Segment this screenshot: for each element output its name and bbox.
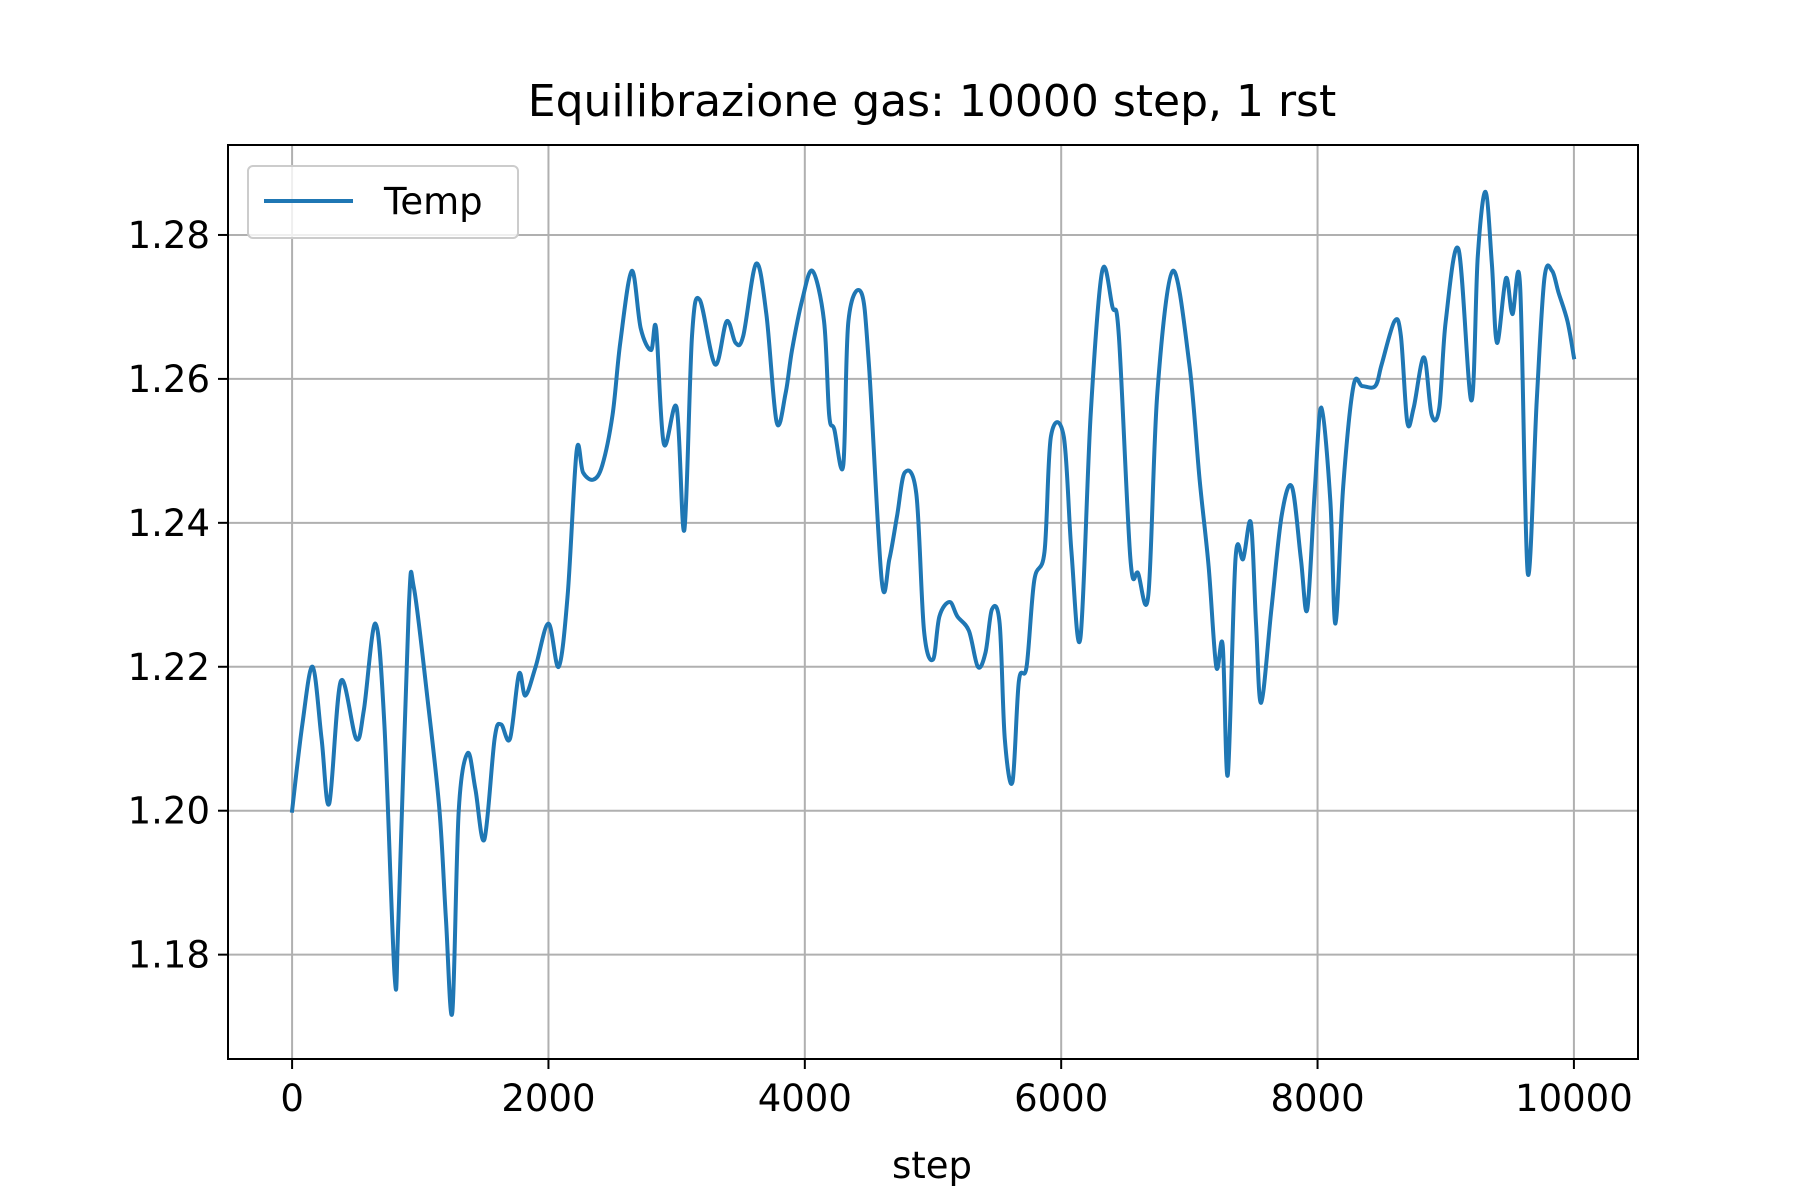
x-tick-label: 2000: [501, 1077, 595, 1120]
y-tick-label: 1.28: [128, 214, 210, 257]
series-line-temp: [289, 189, 1577, 1017]
y-tick-label: 1.24: [128, 502, 210, 545]
y-axis: 1.18 1.20 1.22 1.24 1.26 1.28: [128, 214, 228, 977]
x-tick-label: 6000: [1014, 1077, 1108, 1120]
series-layer: [289, 189, 1577, 1017]
legend-box: [247, 165, 519, 239]
x-axis-title: step: [892, 1144, 972, 1187]
x-tick-label: 10000: [1515, 1077, 1633, 1120]
legend: Temp: [247, 165, 519, 239]
chart-title: Equilibrazione gas: 10000 step, 1 rst: [528, 76, 1336, 127]
x-tick-label: 0: [280, 1077, 304, 1120]
y-tick-label: 1.18: [128, 934, 210, 977]
x-axis: 0 2000 4000 6000 8000 10000: [280, 1059, 1633, 1120]
plot-frame: [227, 144, 1639, 1060]
x-tick-label: 8000: [1270, 1077, 1364, 1120]
legend-label-temp: Temp: [383, 180, 483, 223]
y-tick-label: 1.26: [128, 358, 210, 401]
x-tick-label: 4000: [758, 1077, 852, 1120]
y-tick-label: 1.20: [128, 790, 210, 833]
y-tick-label: 1.22: [128, 646, 210, 689]
